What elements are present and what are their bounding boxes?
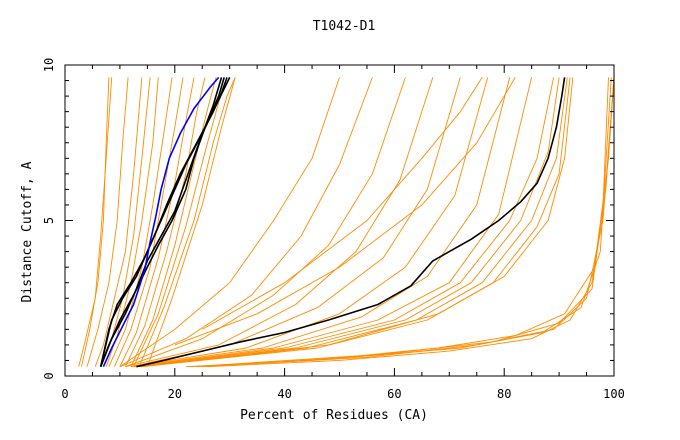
model-curve-17 <box>125 77 434 368</box>
axis-ticks: 0 20 40 60 80 100 0 5 10 <box>42 58 625 401</box>
y-tick-label-5: 5 <box>42 217 56 224</box>
model-curve-31 <box>196 77 615 368</box>
model-curve-16 <box>125 77 406 368</box>
model-curve-10 <box>130 77 217 367</box>
model-curve-33 <box>185 77 615 368</box>
x-tick-label-80: 80 <box>497 387 511 401</box>
model-curve-24 <box>139 77 568 368</box>
chart-title: T1042-D1 <box>313 19 376 34</box>
model-curve-30 <box>202 77 612 368</box>
x-tick-label-40: 40 <box>277 387 291 401</box>
model-curve-28 <box>202 77 483 330</box>
model-curve-6 <box>108 77 173 367</box>
model-curve-12 <box>138 77 236 367</box>
model-curve-23 <box>139 77 560 368</box>
y-tick-label-0: 0 <box>42 372 56 379</box>
model-curve-26 <box>141 77 574 368</box>
model-curve-29 <box>207 77 609 368</box>
x-tick-label-20: 20 <box>168 387 182 401</box>
model-curve-0 <box>78 77 113 367</box>
x-tick-label-60: 60 <box>387 387 401 401</box>
model-curve-1 <box>81 77 110 367</box>
model-curve-8 <box>119 77 195 367</box>
plot-series <box>78 76 615 368</box>
highlight-curve-4 <box>102 76 220 368</box>
x-tick-label-0: 0 <box>61 387 68 401</box>
highlight-curve-5 <box>136 77 566 368</box>
model-curve-2 <box>86 77 129 367</box>
model-curve-3 <box>94 77 143 367</box>
model-curve-15 <box>119 77 373 368</box>
y-axis-label: Distance Cutoff, A <box>20 161 35 302</box>
x-axis-label: Percent of Residues (CA) <box>240 408 428 423</box>
x-tick-label-100: 100 <box>603 387 625 401</box>
y-tick-label-10: 10 <box>42 58 56 72</box>
plot-frame <box>64 64 615 377</box>
model-curve-32 <box>191 77 615 368</box>
highlight-curve-3 <box>99 77 231 367</box>
model-curve-19 <box>130 77 489 368</box>
model-curve-13 <box>146 77 236 367</box>
model-curve-14 <box>119 77 340 368</box>
model-curve-5 <box>105 77 159 367</box>
model-curve-22 <box>136 77 555 368</box>
model-curve-21 <box>136 77 533 368</box>
model-curve-20 <box>133 77 511 368</box>
model-curve-27 <box>174 77 516 346</box>
